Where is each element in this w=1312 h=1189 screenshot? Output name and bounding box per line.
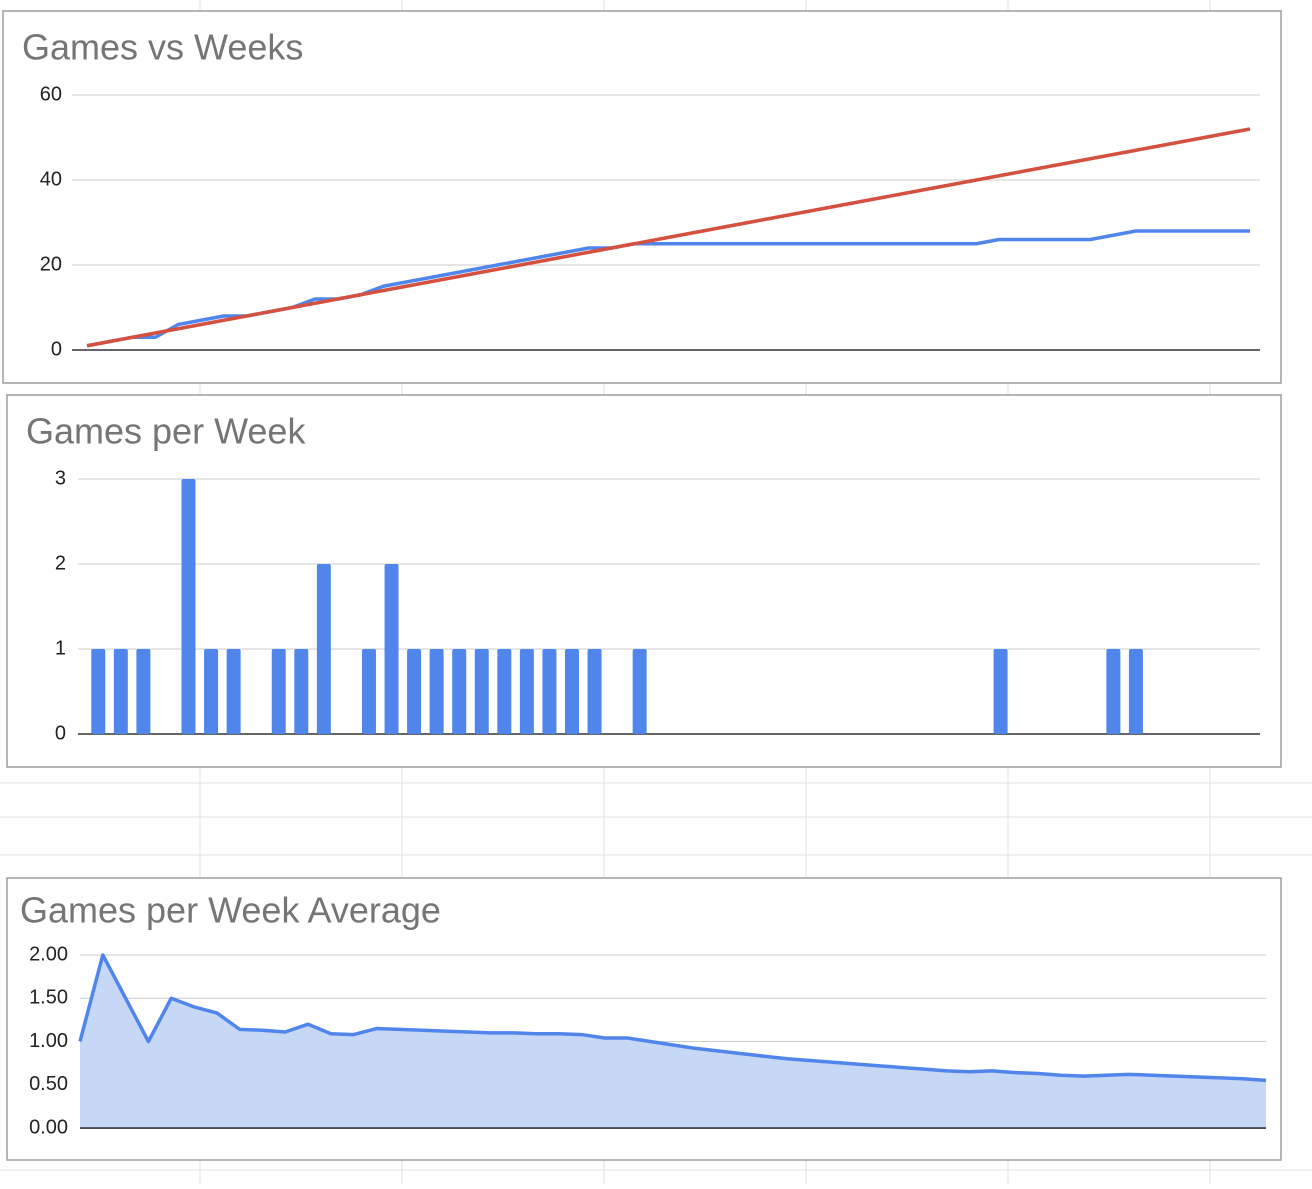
bar (316, 564, 331, 734)
y-tick-label: 0.00 (29, 1116, 68, 1138)
bar (542, 649, 557, 734)
bar (294, 649, 309, 734)
bar (993, 649, 1008, 734)
area-fill (80, 955, 1266, 1128)
chart-title: Games per Week Average (20, 890, 441, 931)
y-tick-label: 1.00 (29, 1030, 68, 1052)
bar (564, 649, 579, 734)
bar (384, 564, 399, 734)
chart-title: Games vs Weeks (22, 27, 303, 68)
bar (226, 649, 241, 734)
bar (519, 649, 534, 734)
bar (361, 649, 376, 734)
y-tick-label: 1 (55, 637, 66, 659)
bar (136, 649, 151, 734)
y-tick-label: 2.00 (29, 943, 68, 965)
bar (474, 649, 489, 734)
bar (407, 649, 422, 734)
chart-title: Games per Week (26, 411, 306, 452)
chart-frame (6, 394, 1282, 768)
bar (1128, 649, 1143, 734)
y-tick-label: 20 (40, 253, 62, 275)
y-tick-label: 3 (55, 467, 66, 489)
y-tick-label: 1.50 (29, 987, 68, 1009)
y-tick-label: 60 (40, 83, 62, 105)
area-line (78, 953, 1267, 1083)
bar (587, 649, 602, 734)
line-series (86, 127, 1251, 348)
bar (429, 649, 444, 734)
bar (204, 649, 219, 734)
bar (452, 649, 467, 734)
bar (91, 649, 106, 734)
bar (113, 649, 128, 734)
bar (497, 649, 512, 734)
bar (632, 649, 647, 734)
bar (181, 479, 196, 734)
y-tick-label: 0.50 (29, 1073, 68, 1095)
y-tick-label: 40 (40, 168, 62, 190)
bar (271, 649, 286, 734)
y-tick-label: 0 (51, 338, 62, 360)
y-tick-label: 2 (55, 552, 66, 574)
y-tick-label: 0 (55, 722, 66, 744)
bar (1106, 649, 1121, 734)
